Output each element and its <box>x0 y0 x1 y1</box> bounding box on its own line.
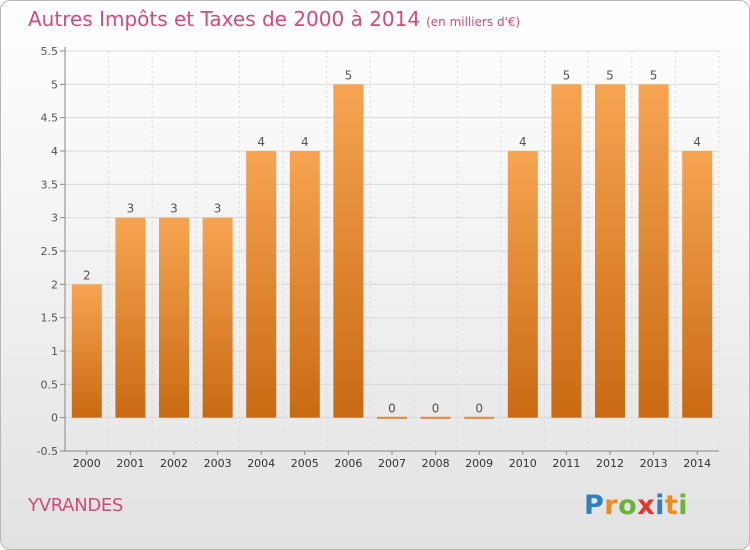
data-label: 5 <box>606 68 614 82</box>
bar <box>595 84 625 418</box>
logo-letter: P <box>584 490 605 521</box>
x-tick-label: 2012 <box>596 457 624 470</box>
chart-unit: (en milliers d'€) <box>426 15 521 29</box>
logo-letter: i <box>655 490 665 521</box>
data-label: 4 <box>301 135 309 149</box>
y-tick-label: 2 <box>51 278 58 291</box>
logo-letter: r <box>604 490 619 521</box>
proxiti-logo: Proxiti <box>584 490 688 521</box>
data-label: 2 <box>83 268 91 282</box>
x-tick-label: 2013 <box>640 457 668 470</box>
y-tick-label: 4 <box>51 145 58 158</box>
x-tick-label: 2003 <box>204 457 232 470</box>
chart-title: Autres Impôts et Taxes de 2000 à 2014 (en… <box>28 7 520 31</box>
bar <box>551 84 582 418</box>
x-tick-label: 2004 <box>247 457 275 470</box>
chart-title-text: Autres Impôts et Taxes de 2000 à 2014 <box>28 7 421 31</box>
bar <box>333 84 364 418</box>
x-tick-label: 2001 <box>116 457 144 470</box>
x-tick-label: 2007 <box>378 457 406 470</box>
data-label: 0 <box>388 402 396 416</box>
y-tick-label: 2.5 <box>41 245 59 258</box>
x-tick-label: 2006 <box>334 457 362 470</box>
data-label: 4 <box>257 135 265 149</box>
data-label: 3 <box>170 202 178 216</box>
logo-letter: x <box>637 490 656 521</box>
data-label: 5 <box>563 68 571 82</box>
y-tick-label: 5 <box>51 78 58 91</box>
x-tick-label: 2008 <box>422 457 450 470</box>
y-tick-label: 3.5 <box>41 178 59 191</box>
y-tick-label: 1.5 <box>41 312 59 325</box>
logo-letter: t <box>664 490 679 521</box>
bar <box>464 416 495 419</box>
data-label: 4 <box>519 135 527 149</box>
x-tick-label: 2009 <box>465 457 493 470</box>
logo-letter: i <box>678 490 689 521</box>
x-tick-label: 2002 <box>160 457 188 470</box>
bar <box>682 151 713 418</box>
data-label: 5 <box>650 68 658 82</box>
y-tick-label: 5.5 <box>41 45 59 58</box>
data-label: 5 <box>345 68 353 82</box>
bar <box>507 151 538 418</box>
axes <box>60 47 719 455</box>
x-tick-label: 2000 <box>73 457 101 470</box>
x-tick-label: 2011 <box>552 457 580 470</box>
logo-letter: o <box>618 490 638 521</box>
bar <box>115 217 146 418</box>
y-tick-label: 4.5 <box>41 112 59 125</box>
x-tick-label: 2014 <box>683 457 711 470</box>
data-label: 4 <box>693 135 701 149</box>
x-tick-label: 2010 <box>509 457 537 470</box>
bar <box>638 84 669 418</box>
data-label: 0 <box>432 402 440 416</box>
data-label: 3 <box>127 202 135 216</box>
y-tick-label: 0.5 <box>41 378 59 391</box>
y-tick-label: 3 <box>51 212 58 225</box>
data-label: 3 <box>214 202 222 216</box>
bar <box>202 217 233 418</box>
bar <box>71 284 102 418</box>
bars <box>71 84 713 419</box>
bar <box>246 151 277 418</box>
bar <box>289 151 320 418</box>
commune-name: YVRANDES <box>28 495 124 516</box>
y-tick-label: 0 <box>51 412 58 425</box>
y-tick-label: 1 <box>51 345 58 358</box>
x-tick-label: 2005 <box>291 457 319 470</box>
bar <box>420 416 451 419</box>
data-labels: 2 3 3 3 4 4 5 0 0 0 4 5 5 5 4 <box>83 68 701 415</box>
y-tick-label: -0.5 <box>37 445 58 458</box>
data-label: 0 <box>475 402 483 416</box>
bar <box>377 416 407 419</box>
bar <box>159 217 189 418</box>
